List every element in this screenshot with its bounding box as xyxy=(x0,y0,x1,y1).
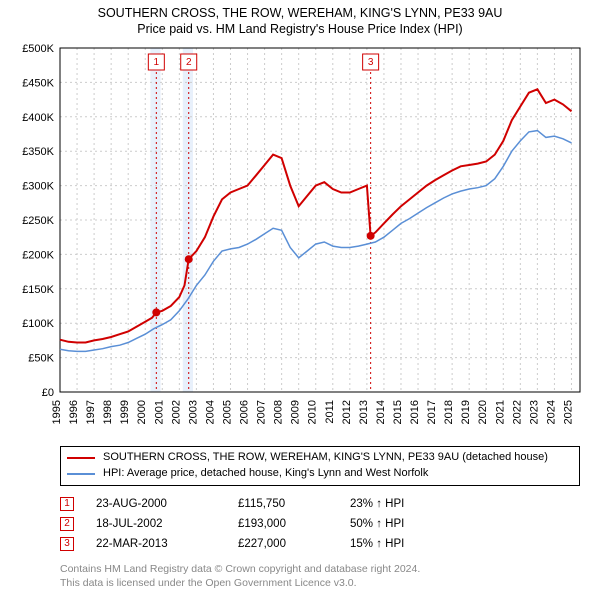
svg-text:2022: 2022 xyxy=(511,400,523,424)
svg-text:£250K: £250K xyxy=(22,215,54,227)
event-date: 18-JUL-2002 xyxy=(96,518,216,530)
svg-text:2012: 2012 xyxy=(341,400,353,424)
svg-text:£450K: £450K xyxy=(22,77,54,89)
svg-text:2019: 2019 xyxy=(460,400,472,424)
svg-text:2009: 2009 xyxy=(290,400,302,424)
chart-titles: SOUTHERN CROSS, THE ROW, WEREHAM, KING'S… xyxy=(10,6,590,36)
svg-text:2020: 2020 xyxy=(477,400,489,424)
svg-text:1996: 1996 xyxy=(68,400,80,424)
svg-text:1998: 1998 xyxy=(102,400,114,424)
legend-item-hpi: HPI: Average price, detached house, King… xyxy=(67,466,573,482)
event-row: 2 18-JUL-2002 £193,000 50% ↑ HPI xyxy=(60,514,580,534)
event-row: 3 22-MAR-2013 £227,000 15% ↑ HPI xyxy=(60,534,580,554)
svg-text:£150K: £150K xyxy=(22,284,54,296)
svg-text:2001: 2001 xyxy=(153,400,165,424)
attribution-line-2: This data is licensed under the Open Gov… xyxy=(60,576,580,590)
event-marker-icon: 3 xyxy=(60,537,74,551)
legend-swatch xyxy=(67,473,95,475)
price-events-table: 1 23-AUG-2000 £115,750 23% ↑ HPI 2 18-JU… xyxy=(60,494,580,554)
event-date: 23-AUG-2000 xyxy=(96,498,216,510)
svg-text:1: 1 xyxy=(154,57,160,68)
svg-text:£100K: £100K xyxy=(22,318,54,330)
svg-text:1997: 1997 xyxy=(85,400,97,424)
svg-text:2007: 2007 xyxy=(256,400,268,424)
legend-swatch xyxy=(67,457,95,459)
svg-text:£50K: £50K xyxy=(28,353,54,365)
legend-label: HPI: Average price, detached house, King… xyxy=(103,466,428,482)
title-line-2: Price paid vs. HM Land Registry's House … xyxy=(10,22,590,36)
svg-text:2018: 2018 xyxy=(443,400,455,424)
svg-text:2010: 2010 xyxy=(307,400,319,424)
svg-text:2021: 2021 xyxy=(494,400,506,424)
event-delta: 15% ↑ HPI xyxy=(350,538,404,550)
svg-text:2003: 2003 xyxy=(187,400,199,424)
event-delta: 23% ↑ HPI xyxy=(350,498,404,510)
svg-text:2013: 2013 xyxy=(358,400,370,424)
svg-text:2006: 2006 xyxy=(239,400,251,424)
svg-text:2014: 2014 xyxy=(375,400,387,424)
attribution-line-1: Contains HM Land Registry data © Crown c… xyxy=(60,562,580,576)
event-date: 22-MAR-2013 xyxy=(96,538,216,550)
legend-item-property: SOUTHERN CROSS, THE ROW, WEREHAM, KING'S… xyxy=(67,450,573,466)
svg-text:£0: £0 xyxy=(42,387,54,399)
event-marker-icon: 1 xyxy=(60,497,74,511)
svg-text:2008: 2008 xyxy=(273,400,285,424)
svg-text:1995: 1995 xyxy=(51,400,63,424)
svg-text:£500K: £500K xyxy=(22,43,54,55)
svg-text:2005: 2005 xyxy=(221,400,233,424)
svg-text:£200K: £200K xyxy=(22,249,54,261)
attribution: Contains HM Land Registry data © Crown c… xyxy=(60,562,580,590)
svg-text:2016: 2016 xyxy=(409,400,421,424)
svg-text:1999: 1999 xyxy=(119,400,131,424)
svg-text:2015: 2015 xyxy=(392,400,404,424)
price-chart: £0 £50K £100K £150K £200K £250K £300K £350K £400… xyxy=(10,42,590,440)
chart-legend: SOUTHERN CROSS, THE ROW, WEREHAM, KING'S… xyxy=(60,446,580,486)
chart-svg: £0 £50K £100K £150K £200K £250K £300K £350K £400… xyxy=(10,42,590,440)
event-price: £227,000 xyxy=(238,538,328,550)
event-delta: 50% ↑ HPI xyxy=(350,518,404,530)
event-price: £193,000 xyxy=(238,518,328,530)
svg-text:£400K: £400K xyxy=(22,112,54,124)
svg-text:2002: 2002 xyxy=(170,400,182,424)
svg-text:2011: 2011 xyxy=(324,400,336,424)
event-price: £115,750 xyxy=(238,498,328,510)
svg-text:2017: 2017 xyxy=(426,400,438,424)
svg-text:£350K: £350K xyxy=(22,146,54,158)
svg-text:3: 3 xyxy=(368,57,374,68)
title-line-1: SOUTHERN CROSS, THE ROW, WEREHAM, KING'S… xyxy=(10,6,590,20)
svg-text:£300K: £300K xyxy=(22,181,54,193)
svg-text:2023: 2023 xyxy=(528,400,540,424)
svg-text:2000: 2000 xyxy=(136,400,148,424)
event-marker-icon: 2 xyxy=(60,517,74,531)
legend-label: SOUTHERN CROSS, THE ROW, WEREHAM, KING'S… xyxy=(103,450,548,466)
svg-text:2024: 2024 xyxy=(545,400,557,424)
svg-text:2004: 2004 xyxy=(204,400,216,424)
svg-text:2025: 2025 xyxy=(562,400,574,424)
event-row: 1 23-AUG-2000 £115,750 23% ↑ HPI xyxy=(60,494,580,514)
svg-text:2: 2 xyxy=(186,57,192,68)
